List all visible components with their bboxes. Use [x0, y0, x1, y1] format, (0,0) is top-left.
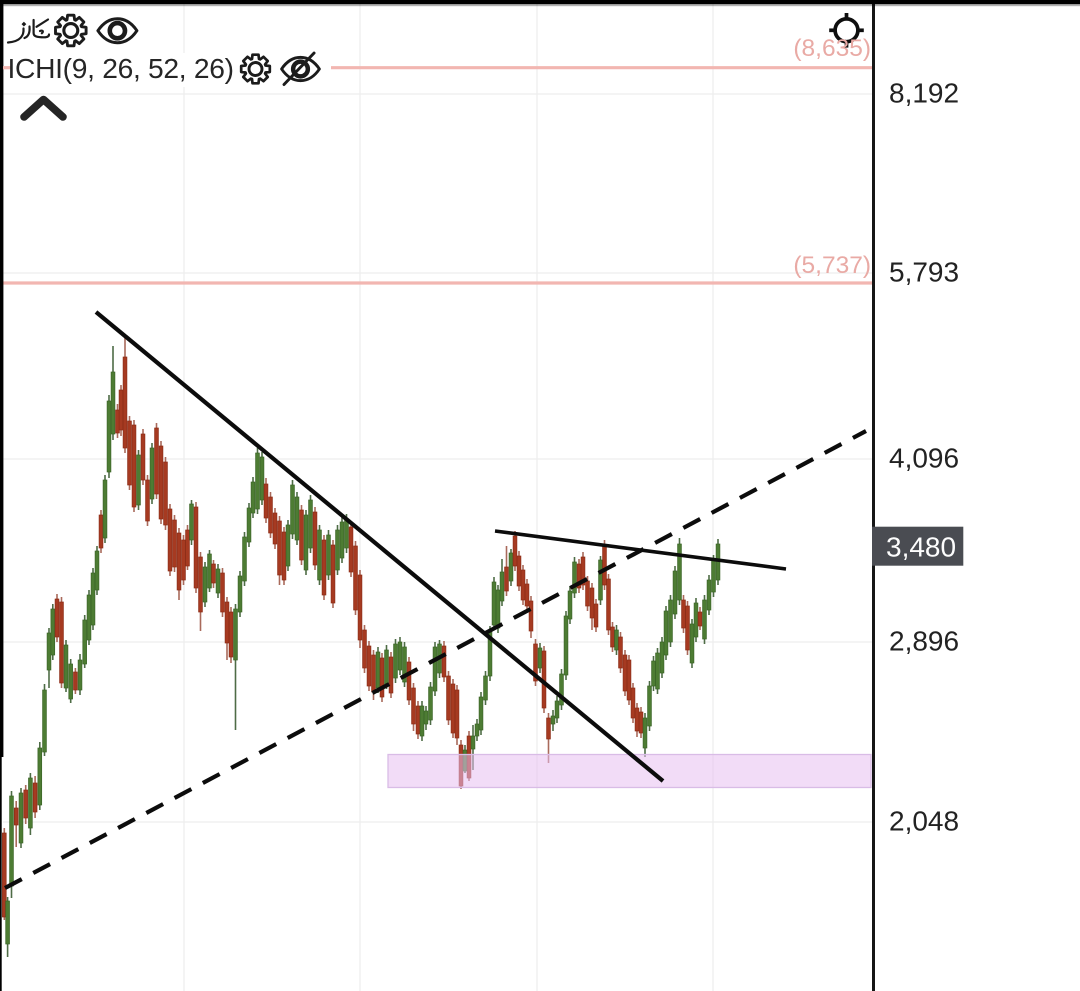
- svg-text:(8,635): (8,635): [793, 35, 871, 62]
- svg-text:(5,737): (5,737): [793, 252, 871, 279]
- svg-text:5,793: 5,793: [889, 257, 959, 288]
- svg-text:8,192: 8,192: [889, 78, 959, 109]
- svg-text:2,896: 2,896: [889, 626, 959, 657]
- svg-text:4,096: 4,096: [889, 443, 959, 474]
- svg-text:3,480: 3,480: [886, 532, 956, 563]
- svg-text:2,048: 2,048: [889, 806, 959, 837]
- svg-text:ICHI(9, 26, 52, 26): ICHI(9, 26, 52, 26): [8, 52, 234, 84]
